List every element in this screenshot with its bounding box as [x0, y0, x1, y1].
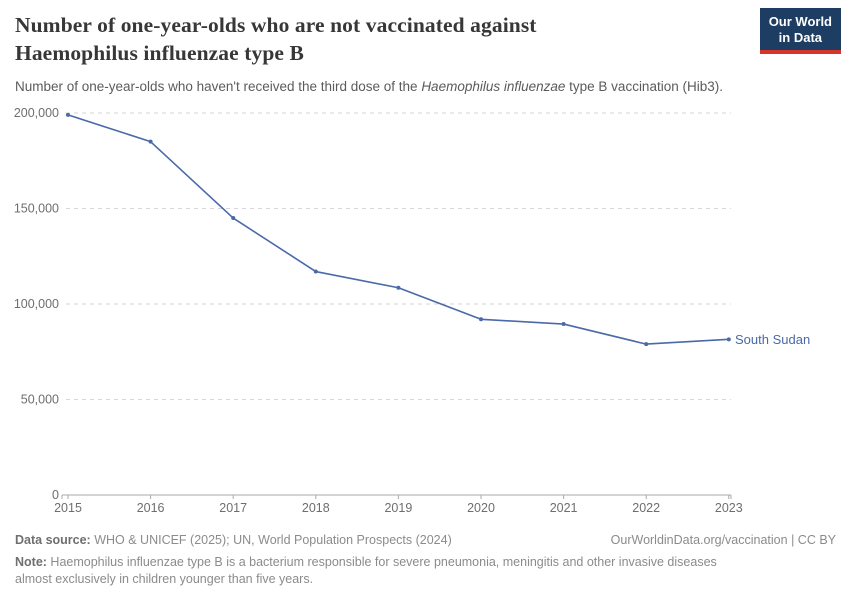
series-end-label[interactable]: South Sudan [735, 332, 810, 347]
chart-subtitle: Number of one-year-olds who haven't rece… [15, 78, 755, 95]
footer: Data source: WHO & UNICEF (2025); UN, Wo… [15, 532, 836, 588]
subtitle-suffix: type B vaccination (Hib3). [565, 79, 723, 94]
data-point [726, 337, 731, 342]
data-source-text: WHO & UNICEF (2025); UN, World Populatio… [90, 533, 452, 547]
data-point [66, 112, 70, 117]
data-line [67, 114, 729, 345]
data-source-label: Data source: [15, 533, 91, 547]
x-tick-label: 2019 [384, 501, 412, 515]
data-source: Data source: WHO & UNICEF (2025); UN, Wo… [15, 532, 452, 549]
logo-line-1: Our World [768, 14, 832, 29]
y-tick-label: 0 [52, 488, 59, 502]
x-tick-label: 2017 [219, 501, 247, 515]
x-tick-label: 2020 [467, 501, 495, 515]
footnote: Note: Haemophilus influenzae type B is a… [15, 554, 757, 588]
footer-row: Data source: WHO & UNICEF (2025); UN, Wo… [15, 532, 836, 549]
data-point [479, 317, 483, 322]
owid-url-link[interactable]: OurWorldinData.org/vaccination [610, 533, 788, 547]
title-line-1: Number of one-year-olds who are not vacc… [15, 13, 537, 37]
data-point [561, 322, 566, 327]
owid-logo[interactable]: Our World in Data [759, 8, 841, 54]
y-tick-label: 200,000 [14, 106, 59, 120]
title-line-2: Haemophilus influenzae type B [15, 41, 304, 65]
note-label: Note: [15, 555, 47, 569]
data-point [148, 139, 153, 144]
x-tick-label: 2023 [715, 501, 743, 515]
subtitle-italic-text: Haemophilus influenzae [421, 79, 566, 94]
license-label: CC BY [797, 533, 836, 547]
attribution-separator: | [787, 533, 798, 547]
x-tick-label: 2018 [302, 501, 330, 515]
x-tick-label: 2021 [550, 501, 578, 515]
x-tick-label: 2016 [137, 501, 165, 515]
note-text: Haemophilus influenzae type B is a bacte… [15, 555, 717, 586]
data-point [313, 269, 318, 274]
data-point [231, 216, 236, 221]
y-tick-label: 150,000 [14, 202, 59, 216]
page-title: Number of one-year-olds who are not vacc… [15, 11, 675, 67]
subtitle-text: Number of one-year-olds who haven't rece… [15, 79, 422, 94]
data-point [644, 342, 649, 347]
attribution: OurWorldinData.org/vaccination | CC BY [611, 532, 836, 549]
logo-line-2: in Data [778, 30, 823, 45]
x-tick-label: 2015 [54, 501, 82, 515]
y-tick-label: 100,000 [14, 297, 59, 311]
data-point [396, 285, 401, 290]
x-tick-label: 2022 [632, 501, 660, 515]
y-tick-label: 50,000 [21, 393, 59, 407]
